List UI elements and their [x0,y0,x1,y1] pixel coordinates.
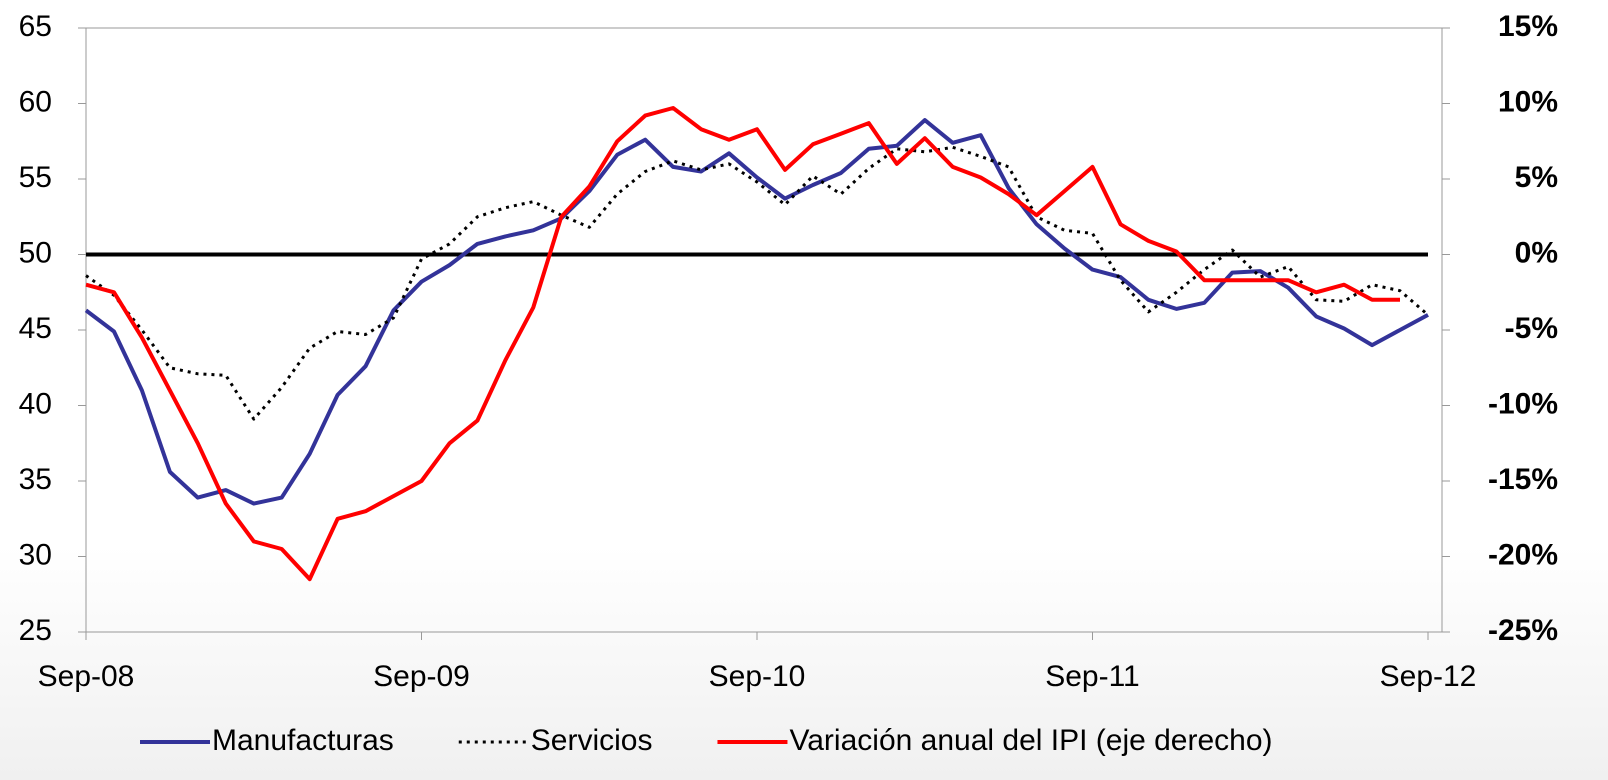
series-line [84,118,1429,506]
legend-label: Variación anual del IPI (eje derecho) [789,724,1272,757]
y2-tick-label: 15% [1498,10,1558,43]
legend-label: Manufacturas [212,724,394,757]
y-tick-label: 55 [19,161,52,194]
y-tick-label: 25 [19,614,52,647]
plot-frame [85,27,1443,633]
legend-label: Servicios [531,724,653,757]
y2-tick-label: -10% [1488,387,1558,420]
x-tick-label: Sep-11 [1045,660,1140,693]
y2-tick-label: 0% [1515,236,1558,269]
y-tick-label: 45 [19,312,52,345]
y2-tick-label: -5% [1505,312,1558,345]
y-tick-label: 65 [19,10,52,43]
y-tick-label: 40 [19,387,52,420]
y2-tick-label: -25% [1488,614,1558,647]
y2-tick-label: 5% [1515,161,1558,194]
y2-tick-label: -20% [1488,538,1558,571]
y-tick-label: 35 [19,463,52,496]
x-tick-label: Sep-10 [709,660,806,693]
y2-tick-label: 10% [1498,85,1558,118]
x-tick-label: Sep-09 [373,660,470,693]
y-tick-label: 60 [19,85,52,118]
series-line [85,106,1400,582]
y2-tick-label: -15% [1488,463,1558,496]
y-tick-label: 50 [19,236,52,269]
x-tick-label: Sep-12 [1380,660,1477,693]
y-tick-label: 30 [19,538,52,571]
series-line [85,145,1429,421]
x-tick-label: Sep-08 [38,660,135,693]
